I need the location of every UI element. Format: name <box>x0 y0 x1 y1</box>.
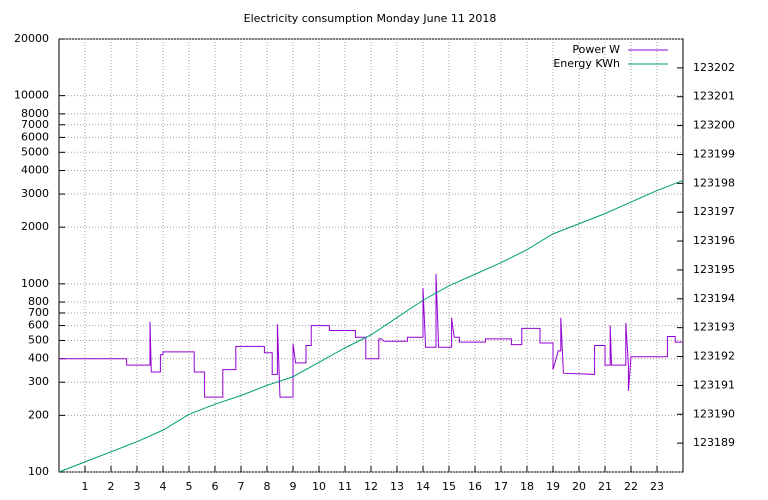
x-tick-label: 21 <box>598 480 612 493</box>
x-tick-label: 11 <box>338 480 352 493</box>
x-tick-label: 14 <box>416 480 430 493</box>
x-tick-label: 5 <box>186 480 193 493</box>
x-tick-label: 8 <box>264 480 271 493</box>
x-tick-label: 20 <box>572 480 586 493</box>
y2-tick-label: 123192 <box>693 350 735 363</box>
y2-tick-label: 123199 <box>693 147 735 160</box>
y2-tick-label: 123202 <box>693 61 735 74</box>
y-tick-label: 200 <box>28 408 49 421</box>
x-tick-label: 15 <box>442 480 456 493</box>
x-tick-label: 4 <box>160 480 167 493</box>
y-tick-label: 300 <box>28 375 49 388</box>
y2-tick-label: 123195 <box>693 263 735 276</box>
y-tick-label: 800 <box>28 295 49 308</box>
series-line <box>59 273 683 398</box>
chart-title: Electricity consumption Monday June 11 2… <box>244 12 497 25</box>
legend-label: Power W <box>572 43 620 56</box>
x-tick-label: 1 <box>82 480 89 493</box>
y2-tick-label: 123198 <box>693 176 735 189</box>
y2-tick-label: 123190 <box>693 407 735 420</box>
series-line <box>58 179 684 473</box>
y2-tick-label: 123189 <box>693 436 735 449</box>
x-tick-label: 18 <box>520 480 534 493</box>
y-tick-label: 500 <box>28 333 49 346</box>
y-tick-label: 400 <box>28 352 49 365</box>
x-tick-label: 17 <box>494 480 508 493</box>
x-tick-label: 22 <box>624 480 638 493</box>
y2-tick-label: 123191 <box>693 378 735 391</box>
y2-tick-label: 123201 <box>693 90 735 103</box>
y-tick-label: 600 <box>28 319 49 332</box>
y-tick-label: 4000 <box>21 164 49 177</box>
x-tick-label: 23 <box>650 480 664 493</box>
y2-tick-label: 123197 <box>693 205 735 218</box>
x-tick-label: 16 <box>468 480 482 493</box>
y2-tick-label: 123194 <box>693 292 735 305</box>
x-tick-label: 6 <box>212 480 219 493</box>
y-tick-label: 100 <box>28 465 49 478</box>
y-tick-label: 10000 <box>14 89 49 102</box>
x-tick-label: 3 <box>134 480 141 493</box>
x-tick-label: 13 <box>390 480 404 493</box>
x-tick-label: 10 <box>312 480 326 493</box>
y2-tick-label: 123200 <box>693 119 735 132</box>
y-tick-label: 3000 <box>21 187 49 200</box>
y2-tick-label: 123193 <box>693 321 735 334</box>
y-tick-label: 20000 <box>14 32 49 45</box>
y-tick-label: 8000 <box>21 107 49 120</box>
y-tick-label: 2000 <box>21 220 49 233</box>
y-tick-label: 6000 <box>21 130 49 143</box>
x-tick-label: 2 <box>108 480 115 493</box>
x-tick-label: 19 <box>546 480 560 493</box>
legend-label: Energy KWh <box>553 57 620 70</box>
x-tick-label: 9 <box>290 480 297 493</box>
y2-tick-label: 123196 <box>693 234 735 247</box>
x-tick-label: 7 <box>238 480 245 493</box>
y-tick-label: 7000 <box>21 118 49 131</box>
y-tick-label: 700 <box>28 306 49 319</box>
y-tick-label: 1000 <box>21 277 49 290</box>
y-tick-label: 5000 <box>21 145 49 158</box>
x-tick-label: 12 <box>364 480 378 493</box>
